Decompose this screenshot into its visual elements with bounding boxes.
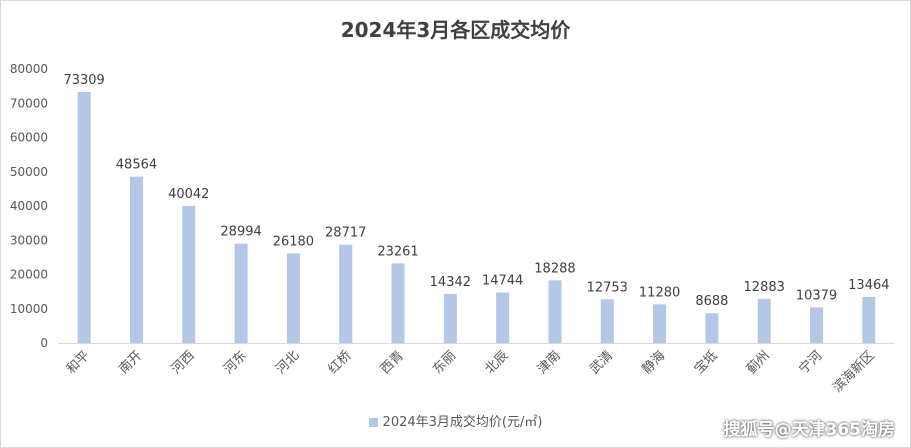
data-label: 48564 (116, 158, 157, 173)
x-tick-label: 河北 (273, 348, 302, 377)
data-label: 40042 (168, 187, 209, 202)
watermark: 搜狐号@天津365淘房 (723, 420, 896, 440)
legend-label: 2024年3月成交均价(元/㎡) (382, 415, 543, 430)
bar (757, 298, 771, 343)
data-label: 14342 (430, 275, 471, 290)
x-tick-label: 蓟州 (744, 348, 773, 377)
data-label: 23261 (377, 244, 418, 259)
x-tick-label: 北辰 (482, 348, 511, 377)
x-tick-label: 河西 (169, 348, 198, 377)
bar (810, 307, 824, 343)
x-tick-label: 滨海新区 (830, 348, 878, 396)
bar (234, 243, 248, 343)
y-tick-label: 70000 (10, 96, 48, 110)
bar (391, 263, 405, 343)
y-tick-label: 40000 (10, 199, 48, 213)
x-tick-label: 武清 (587, 348, 616, 377)
x-tick-label: 津南 (534, 348, 564, 378)
x-tick-label: 宁河 (796, 348, 826, 378)
bar (653, 304, 667, 343)
legend-swatch (368, 418, 378, 427)
y-tick-label: 20000 (10, 268, 48, 282)
data-label: 8688 (695, 294, 728, 309)
data-label: 73309 (63, 73, 104, 88)
bar (600, 299, 614, 343)
x-tick-label: 和平 (64, 348, 93, 377)
chart-title: 2024年3月各区成交均价 (340, 18, 571, 42)
data-label: 26180 (273, 234, 314, 249)
bar (862, 296, 876, 343)
bar (443, 293, 457, 343)
bar (77, 91, 91, 343)
bar (496, 292, 510, 343)
x-tick-label: 东丽 (430, 348, 459, 377)
x-tick-label: 红桥 (325, 348, 355, 378)
data-label: 10379 (796, 288, 837, 303)
data-label: 14744 (482, 274, 523, 289)
bar (339, 244, 353, 343)
bar (286, 253, 300, 343)
x-tick-label: 宝坻 (691, 348, 721, 378)
bar (182, 205, 196, 343)
legend: 2024年3月成交均价(元/㎡) (0, 411, 911, 430)
x-tick-label: 河东 (221, 348, 250, 377)
y-tick-label: 10000 (10, 302, 48, 316)
y-tick-label: 0 (40, 336, 48, 350)
data-label: 28994 (220, 225, 261, 240)
x-tick-label: 静海 (639, 348, 668, 377)
data-label: 18288 (534, 261, 575, 276)
data-label: 28717 (325, 226, 366, 241)
y-tick-label: 60000 (10, 131, 48, 145)
data-label: 11280 (639, 285, 680, 300)
data-label: 13464 (848, 278, 889, 293)
y-tick-label: 80000 (10, 62, 48, 76)
y-tick-label: 50000 (10, 165, 48, 179)
x-tick-label: 南开 (116, 348, 146, 378)
bar (705, 313, 719, 343)
data-label: 12753 (587, 280, 628, 295)
x-tick-label: 西青 (378, 348, 407, 377)
data-label: 12883 (744, 280, 785, 295)
bar (548, 280, 562, 343)
bar (129, 176, 143, 343)
y-tick-label: 30000 (10, 233, 48, 247)
